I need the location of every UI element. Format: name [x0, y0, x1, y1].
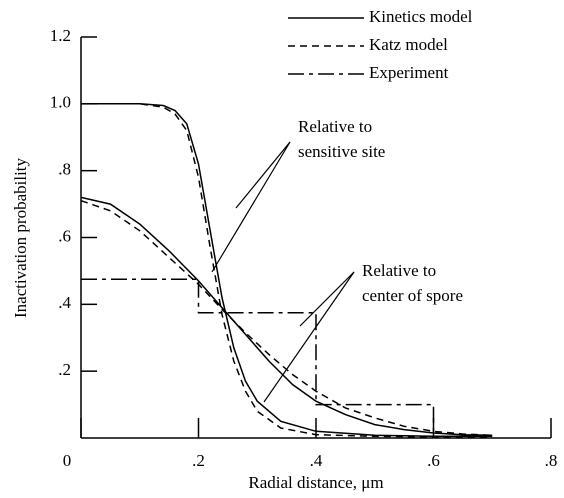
- y-tick-label: .4: [58, 293, 71, 312]
- legend-label: Katz model: [369, 35, 448, 54]
- annotation-pointer: [235, 141, 291, 209]
- y-tick-label: .6: [58, 226, 71, 245]
- series-line: [81, 103, 493, 438]
- x-axis-label: Radial distance, μm: [248, 473, 383, 492]
- legend-label: Experiment: [369, 63, 449, 82]
- annotation: Relative to: [362, 261, 436, 280]
- y-tick-label: 1.0: [50, 93, 71, 112]
- legend-label: Kinetics model: [369, 7, 473, 26]
- x-tick-label: 0: [63, 451, 72, 470]
- x-tick-label: .4: [310, 451, 323, 470]
- annotation-pointer: [263, 271, 355, 403]
- annotation-pointer: [299, 271, 355, 327]
- annotation: Relative to: [298, 117, 372, 136]
- y-axis-label: Inactivation probability: [11, 157, 30, 318]
- x-tick-label: .8: [545, 451, 558, 470]
- x-tick-label: .6: [427, 451, 440, 470]
- series-line: [80, 196, 493, 437]
- annotation: center of spore: [362, 286, 463, 305]
- series-line: [80, 199, 493, 437]
- x-tick-label: .2: [192, 451, 205, 470]
- series-line: [81, 103, 493, 438]
- y-tick-label: .2: [58, 360, 71, 379]
- annotation: sensitive site: [298, 142, 385, 161]
- y-tick-label: 1.2: [50, 26, 71, 45]
- y-tick-label: .8: [58, 160, 71, 179]
- annotation-pointer: [211, 141, 291, 273]
